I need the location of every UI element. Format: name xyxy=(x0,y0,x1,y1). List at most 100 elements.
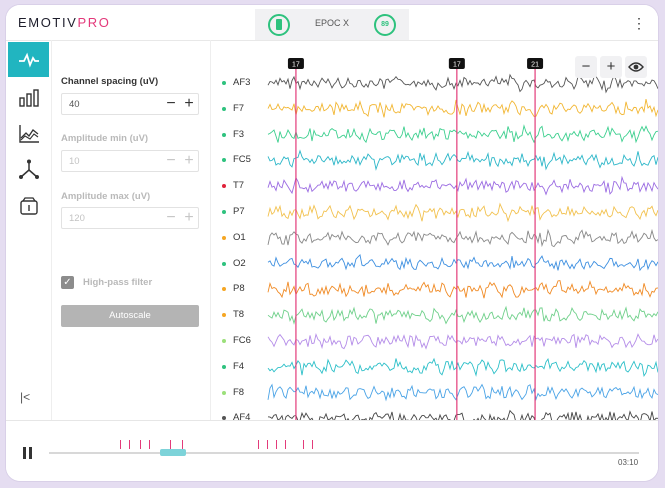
channel-quality-dot xyxy=(222,81,226,85)
bar-chart-icon xyxy=(18,88,39,107)
amplitude-max-decrement[interactable]: − xyxy=(166,209,176,226)
contact-quality-badge: 89 xyxy=(374,14,396,36)
timeline-marker-tick[interactable] xyxy=(128,440,130,449)
amplitude-max-value: 120 xyxy=(69,213,85,224)
emotiv-logo: EMOTIVPRO xyxy=(18,15,111,30)
eeg-trace-f4 xyxy=(267,357,658,378)
device-status[interactable]: EPOC X 89 xyxy=(255,9,409,40)
channel-label-fc6: FC6 xyxy=(233,335,251,346)
timeline-marker-tick[interactable] xyxy=(258,440,260,449)
waveform-icon xyxy=(18,52,39,68)
device-name: EPOC X xyxy=(315,18,350,28)
event-marker-badge[interactable] xyxy=(448,58,465,69)
motion-axes-icon xyxy=(18,159,39,179)
amplitude-min-decrement[interactable]: − xyxy=(166,152,176,169)
left-nav: |< xyxy=(6,40,52,420)
eeg-trace-o1 xyxy=(267,228,658,248)
amplitude-min-value: 10 xyxy=(69,156,80,167)
eeg-trace-fc6 xyxy=(267,333,658,350)
top-bar: EMOTIVPRO EPOC X 89 ⋮ xyxy=(6,5,658,41)
event-marker-label: 17 xyxy=(453,62,461,69)
zoom-in-button[interactable]: + xyxy=(600,56,622,78)
timeline-marker-tick[interactable] xyxy=(311,440,313,449)
event-marker-badge[interactable] xyxy=(527,58,544,69)
nav-motion[interactable] xyxy=(8,152,49,187)
nav-markers[interactable] xyxy=(8,188,49,223)
timeline-thumb[interactable] xyxy=(159,449,186,456)
channel-label-f7: F7 xyxy=(233,102,245,114)
autoscale-button[interactable]: Autoscale xyxy=(61,305,199,327)
amplitude-min-input[interactable]: 10 − + xyxy=(61,150,199,172)
event-marker-label: 21 xyxy=(531,62,539,69)
eeg-trace-f8 xyxy=(267,383,658,402)
high-pass-filter-label: High-pass filter xyxy=(83,277,153,288)
high-pass-filter-checkbox[interactable]: ✓ xyxy=(61,276,74,289)
channel-spacing-decrement[interactable]: − xyxy=(166,95,176,112)
timeline-marker-tick[interactable] xyxy=(140,440,142,449)
battery-icon xyxy=(268,14,290,36)
channel-label-fc5: FC5 xyxy=(233,154,251,166)
amplitude-min-label: Amplitude min (uV) xyxy=(61,133,149,144)
eeg-trace-p7 xyxy=(267,202,658,223)
nav-performance-metrics[interactable] xyxy=(8,116,49,151)
channel-quality-dot xyxy=(222,261,226,266)
timeline-marker-tick[interactable] xyxy=(285,440,286,449)
recording-time: 03:10 xyxy=(618,458,639,467)
channel-quality-dot xyxy=(222,184,226,189)
channel-quality-dot xyxy=(222,235,226,240)
channel-label-p7: P7 xyxy=(233,206,245,217)
channel-quality-dot xyxy=(222,364,226,369)
timeline-track[interactable] xyxy=(49,452,639,454)
timeline-marker-tick[interactable] xyxy=(276,440,278,449)
collapse-sidebar-icon[interactable]: |< xyxy=(20,390,31,404)
channel-label-af3: AF3 xyxy=(233,77,251,88)
channel-spacing-input[interactable]: 40 − + xyxy=(61,93,199,115)
channel-label-f3: F3 xyxy=(233,128,245,140)
channel-quality-dot xyxy=(222,158,226,163)
eye-icon xyxy=(628,62,644,72)
nav-band-power[interactable] xyxy=(8,80,49,115)
more-menu-button[interactable]: ⋮ xyxy=(632,15,646,31)
visibility-toggle[interactable] xyxy=(625,56,647,78)
zoom-out-button[interactable]: − xyxy=(575,56,597,78)
playback-bar: 03:10 xyxy=(6,420,658,481)
channel-label-f4: F4 xyxy=(233,360,245,372)
channel-spacing-label: Channel spacing (uV) xyxy=(61,76,159,87)
nav-eeg-raw[interactable] xyxy=(8,42,49,77)
timeline-marker-tick[interactable] xyxy=(302,440,304,449)
eeg-trace-af4 xyxy=(267,409,658,420)
timeline-marker-tick[interactable] xyxy=(169,440,171,449)
eeg-trace-p8 xyxy=(267,280,658,299)
channel-spacing-increment[interactable]: + xyxy=(184,95,194,112)
eeg-trace-af3 xyxy=(267,73,658,94)
pause-button[interactable] xyxy=(23,447,33,459)
channel-label-o2: O2 xyxy=(233,257,246,269)
channel-quality-dot xyxy=(222,132,226,137)
amplitude-min-increment[interactable]: + xyxy=(184,152,194,169)
event-marker-badge[interactable] xyxy=(287,58,304,69)
eeg-traces: 17 17 21 xyxy=(267,58,658,420)
marker-box-icon xyxy=(19,196,38,215)
line-chart-icon xyxy=(18,124,39,143)
channel-quality-dot xyxy=(222,390,226,395)
eeg-trace-o2 xyxy=(267,253,658,272)
amplitude-max-increment[interactable]: + xyxy=(184,209,194,226)
eeg-trace-f7 xyxy=(267,99,658,118)
app-window: EMOTIVPRO EPOC X 89 ⋮ |< Channel spacing… xyxy=(6,5,658,481)
channel-label-af4: AF4 xyxy=(233,412,251,420)
amplitude-max-label: Amplitude max (uV) xyxy=(61,191,151,202)
channel-label-f8: F8 xyxy=(233,386,245,398)
settings-panel: Channel spacing (uV) 40 − + Amplitude mi… xyxy=(52,40,211,420)
eeg-trace-t8 xyxy=(267,305,658,325)
channel-label-t7: T7 xyxy=(233,180,245,192)
channel-quality-dot xyxy=(222,313,226,318)
timeline-marker-tick[interactable] xyxy=(181,440,183,449)
timeline-marker-tick[interactable] xyxy=(267,440,269,449)
channel-quality-dot xyxy=(222,287,226,292)
eeg-trace-t7 xyxy=(267,175,658,196)
eeg-plot[interactable]: 17 17 21 AF3 F7 F3 FC5 T7 P7 O1 O2 P8 T8 FC6 F4 F8 AF4 … xyxy=(211,40,658,420)
channel-spacing-value: 40 xyxy=(69,99,80,110)
amplitude-max-input[interactable]: 120 − + xyxy=(61,207,199,229)
timeline-marker-tick[interactable] xyxy=(119,440,121,449)
timeline-marker-tick[interactable] xyxy=(149,440,151,449)
